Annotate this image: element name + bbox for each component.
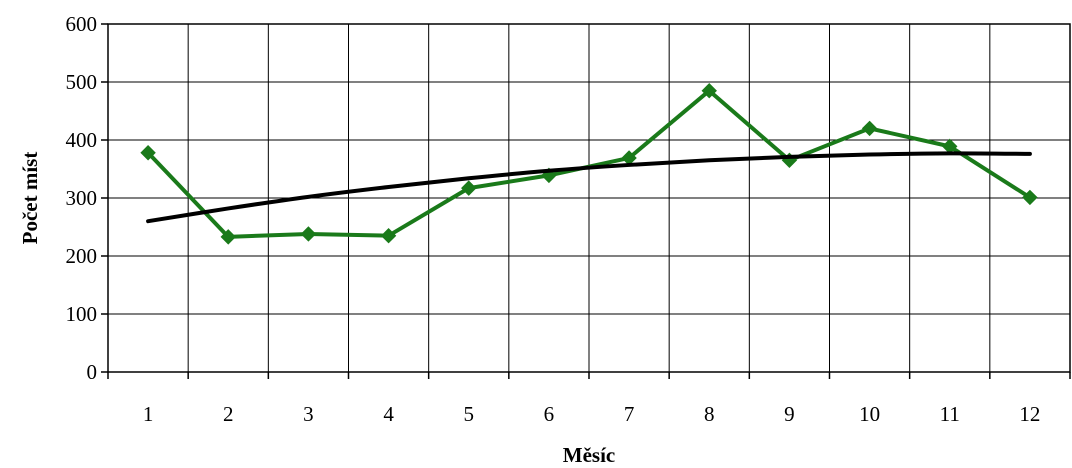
data-point-marker: [220, 229, 236, 245]
y-axis-title: Počet míst: [18, 152, 42, 245]
trendline: [146, 151, 1032, 224]
data-point-marker: [701, 82, 717, 99]
x-tick-label: 10: [859, 402, 880, 426]
x-tick-label: 11: [940, 402, 960, 426]
gridlines: [108, 24, 1070, 372]
y-tick-label: 400: [66, 128, 98, 152]
y-tick-label: 100: [66, 302, 98, 326]
y-tick-label: 500: [66, 70, 98, 94]
x-tick-label: 2: [223, 402, 234, 426]
y-tick-label: 200: [66, 244, 98, 268]
x-tick-label: 1: [143, 402, 154, 426]
y-tick-label: 300: [66, 186, 98, 210]
x-tick-label: 3: [303, 402, 314, 426]
y-tick-label: 600: [66, 12, 98, 36]
x-axis-title: Měsíc: [563, 443, 615, 467]
data-point-marker: [380, 227, 397, 244]
data-point-marker: [461, 180, 477, 196]
data-point-marker: [300, 226, 317, 242]
data-point-marker: [1022, 189, 1038, 206]
y-tick-label: 0: [87, 360, 98, 384]
x-tick-label: 4: [383, 402, 394, 426]
x-tick-label: 9: [784, 402, 795, 426]
data-point-marker: [861, 120, 878, 137]
x-tick-label: 7: [624, 402, 635, 426]
x-tick-label: 12: [1019, 402, 1040, 426]
x-tick-label: 5: [464, 402, 475, 426]
x-tick-label: 6: [544, 402, 555, 426]
data-point-marker: [140, 145, 156, 161]
series: [140, 82, 1038, 245]
x-tick-label: 8: [704, 402, 715, 426]
